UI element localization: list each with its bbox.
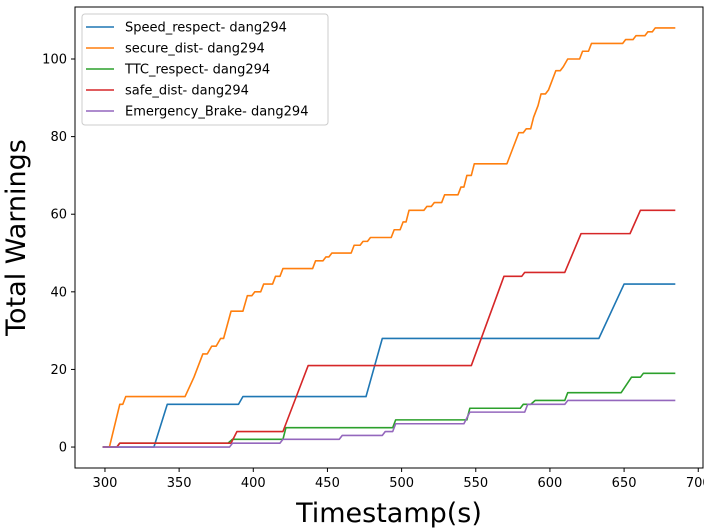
- x-tick-label: 550: [463, 476, 488, 491]
- x-tick-label: 600: [538, 476, 563, 491]
- legend-label-0: Speed_respect- dang294: [125, 21, 287, 36]
- x-tick-label: 500: [389, 476, 414, 491]
- y-axis-title: Total Warnings: [1, 139, 32, 337]
- x-tick-label: 700: [686, 476, 704, 491]
- legend-label-1: secure_dist- dang294: [125, 42, 265, 57]
- legend-label-2: TTC_respect- dang294: [124, 63, 270, 78]
- y-tick-label: 80: [50, 130, 67, 145]
- legend-label-4: Emergency_Brake- dang294: [125, 105, 308, 120]
- y-axis: 0 20 40 60 80 100: [42, 52, 75, 456]
- y-tick-label: 60: [50, 208, 67, 223]
- y-tick-label: 0: [59, 441, 67, 456]
- y-tick-label: 100: [42, 52, 67, 67]
- x-tick-label: 450: [315, 476, 340, 491]
- series-line-3: [102, 209, 676, 448]
- series-line-0: [102, 283, 676, 448]
- series-line-2: [102, 372, 676, 448]
- x-axis: 300 350 400 450 500 550 600 650 700: [93, 468, 704, 491]
- x-tick-label: 300: [93, 476, 118, 491]
- series-layer: [102, 27, 676, 448]
- y-tick-label: 20: [50, 363, 67, 378]
- series-line-4: [102, 399, 676, 448]
- y-tick-label: 40: [50, 285, 67, 300]
- x-tick-label: 350: [167, 476, 192, 491]
- legend: Speed_respect- dang294 secure_dist- dang2…: [81, 13, 329, 126]
- plot-frame: [74, 6, 704, 469]
- legend-label-3: safe_dist- dang294: [125, 84, 249, 99]
- series-line-1: [102, 27, 676, 448]
- legend-box: [81, 13, 329, 126]
- x-axis-title: Timestamp(s): [295, 498, 482, 529]
- x-tick-label: 650: [612, 476, 637, 491]
- x-tick-label: 400: [241, 476, 266, 491]
